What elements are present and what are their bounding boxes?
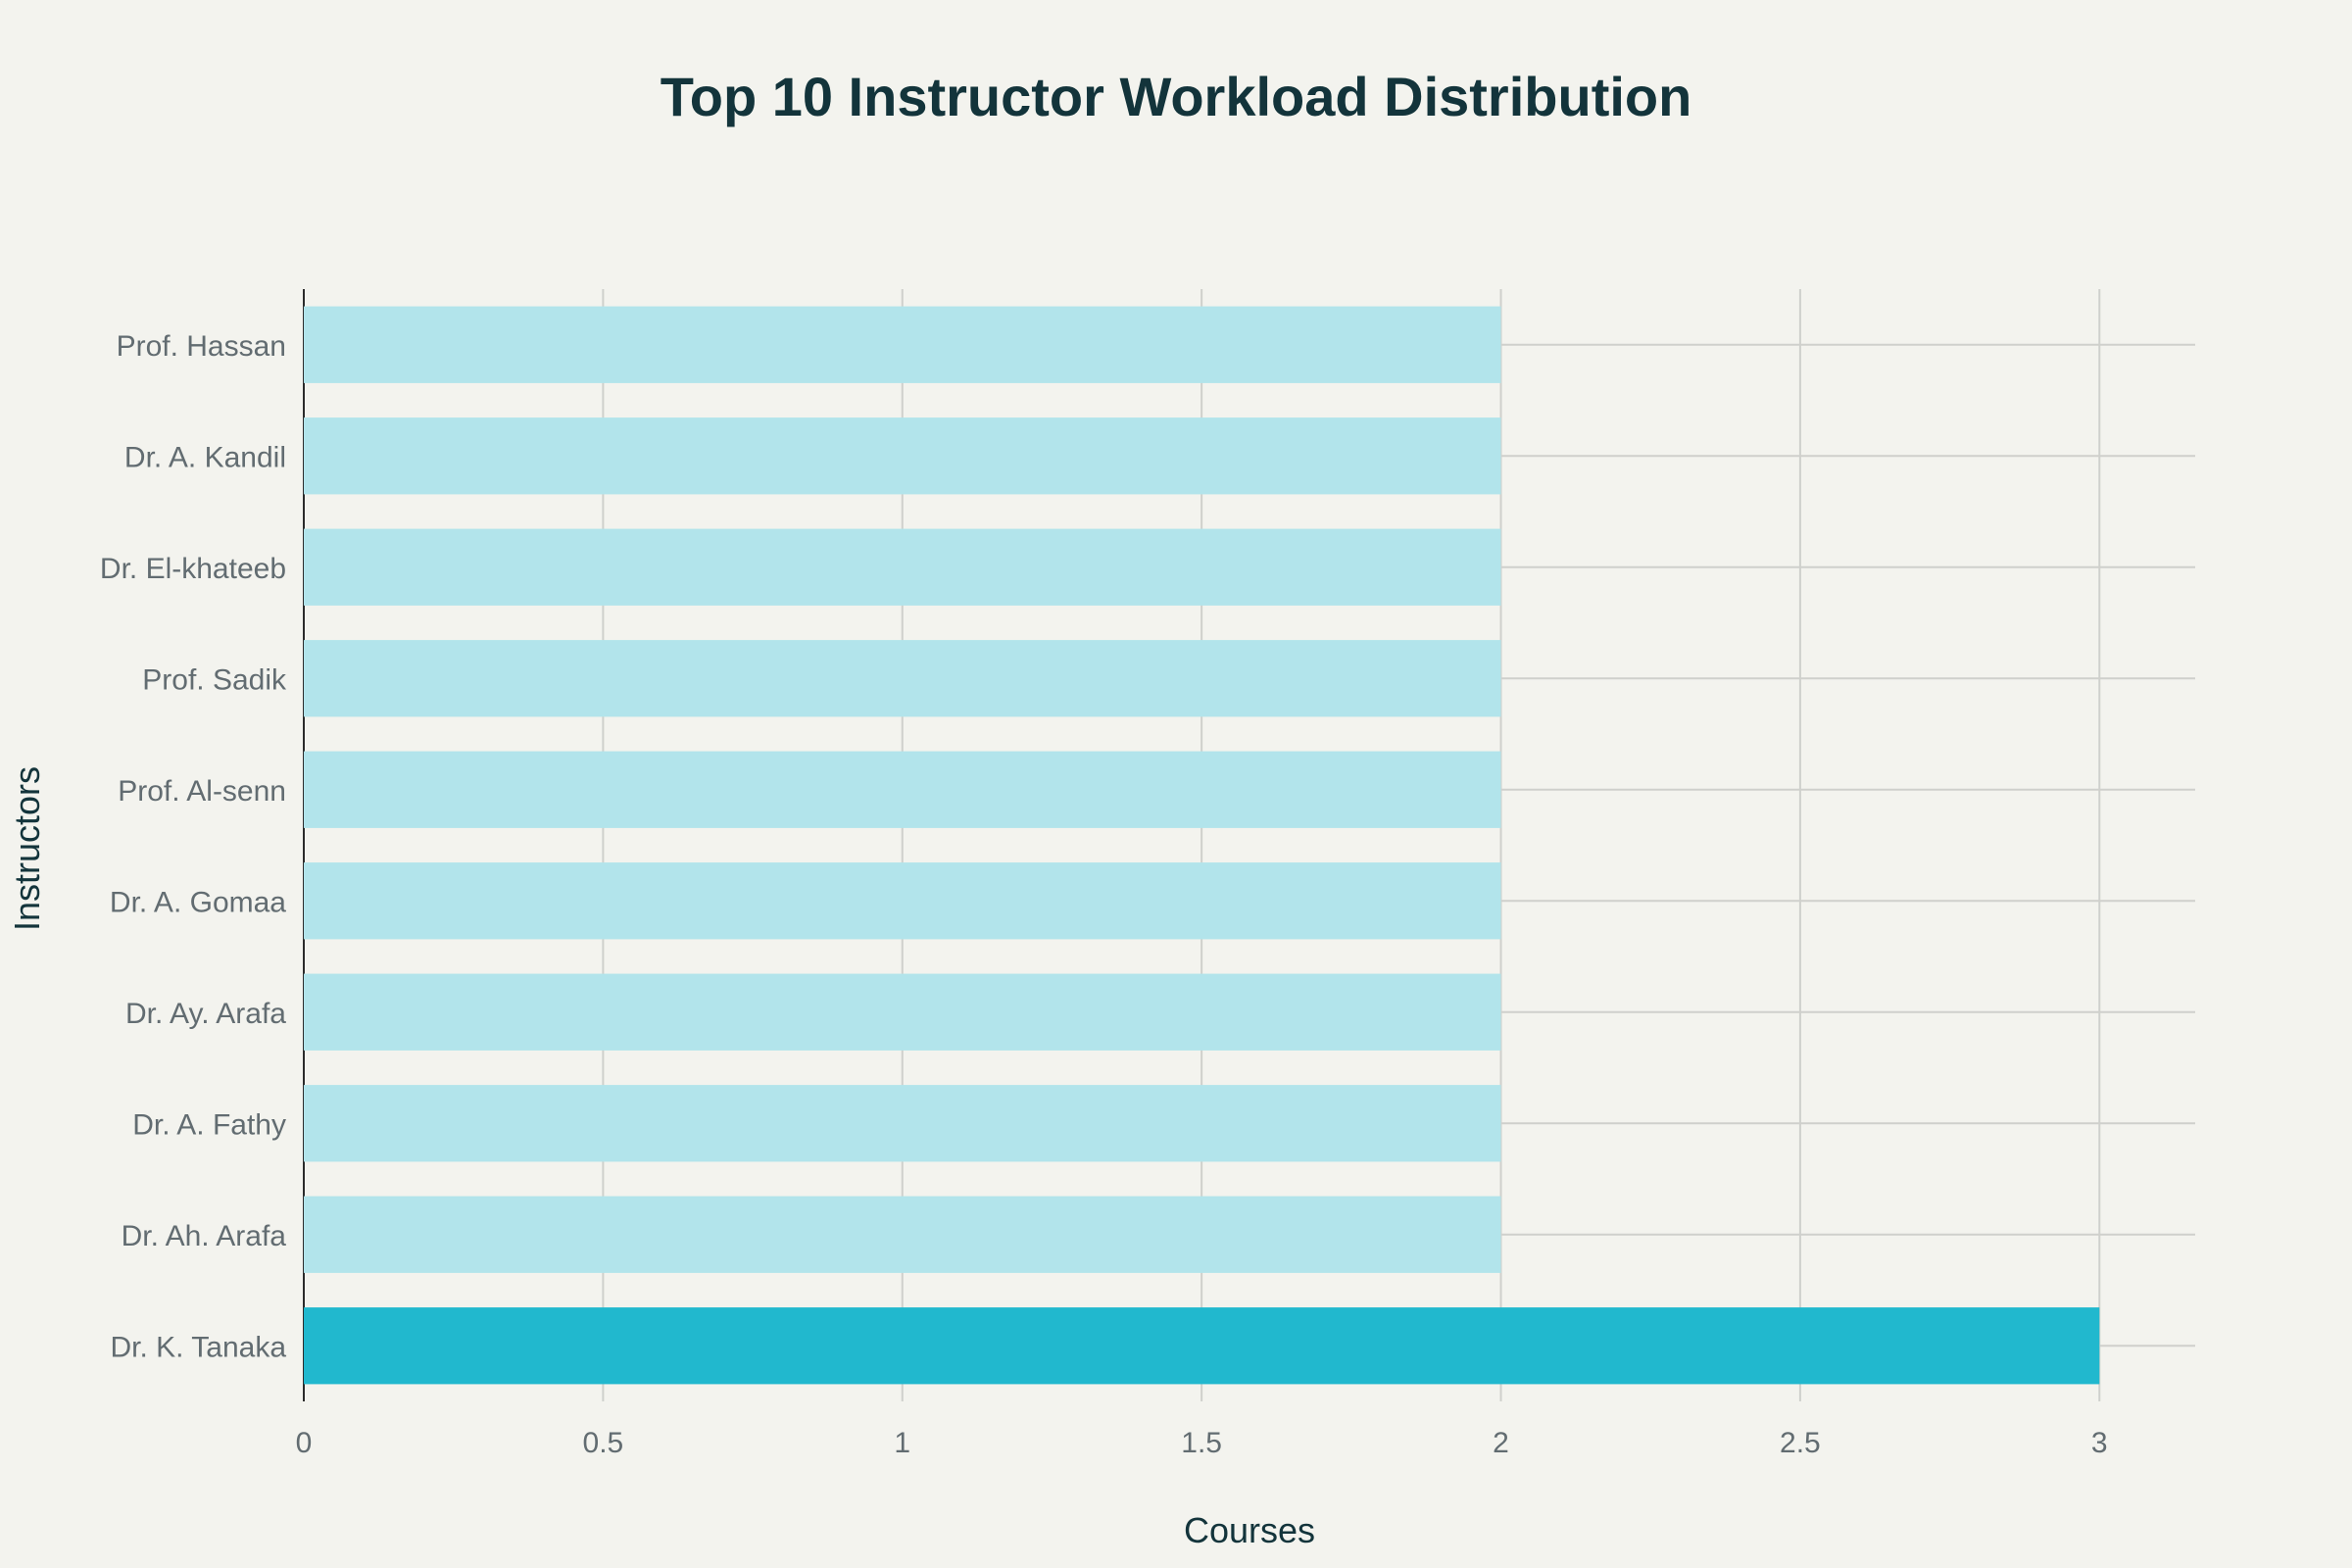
bar bbox=[304, 1307, 2100, 1385]
chart-title: Top 10 Instructor Workload Distribution bbox=[661, 66, 1692, 127]
y-tick-label: Dr. El-khateeb bbox=[100, 553, 286, 585]
y-axis-title: Instructors bbox=[7, 766, 47, 931]
bar bbox=[304, 751, 1501, 828]
y-tick-label: Prof. Sadik bbox=[142, 663, 287, 696]
x-tick-label: 0 bbox=[296, 1427, 313, 1459]
x-tick-label: 3 bbox=[2091, 1427, 2108, 1459]
bar bbox=[304, 417, 1501, 495]
bars bbox=[304, 306, 2100, 1385]
y-tick-label: Prof. Al-senn bbox=[118, 775, 286, 808]
y-tick-label: Prof. Hassan bbox=[117, 330, 286, 363]
x-tick-label: 0.5 bbox=[583, 1427, 624, 1459]
x-tick-labels: 0 0.5 1 1.5 2 2.5 3 bbox=[296, 1427, 2108, 1459]
bar bbox=[304, 528, 1501, 606]
x-tick-label: 1 bbox=[894, 1427, 910, 1459]
bar bbox=[304, 1085, 1501, 1162]
bar bbox=[304, 640, 1501, 717]
y-tick-label: Dr. K. Tanaka bbox=[110, 1331, 286, 1363]
y-tick-label: Dr. Ah. Arafa bbox=[122, 1220, 287, 1252]
x-tick-label: 2.5 bbox=[1780, 1427, 1821, 1459]
bar bbox=[304, 973, 1501, 1051]
x-tick-label: 2 bbox=[1493, 1427, 1509, 1459]
x-axis-title: Courses bbox=[1184, 1510, 1315, 1550]
x-tick-label: 1.5 bbox=[1181, 1427, 1222, 1459]
bar bbox=[304, 1196, 1501, 1273]
bar bbox=[304, 306, 1501, 383]
y-tick-label: Dr. A. Fathy bbox=[132, 1108, 286, 1141]
bar bbox=[304, 862, 1501, 940]
y-tick-label: Dr. Ay. Arafa bbox=[125, 998, 286, 1030]
y-tick-label: Dr. A. Kandil bbox=[124, 441, 286, 473]
y-tick-labels: Dr. K. Tanaka Dr. Ah. Arafa Dr. A. Fathy Dr… bbox=[100, 330, 287, 1364]
y-tick-label: Dr. A. Gomaa bbox=[110, 886, 286, 918]
